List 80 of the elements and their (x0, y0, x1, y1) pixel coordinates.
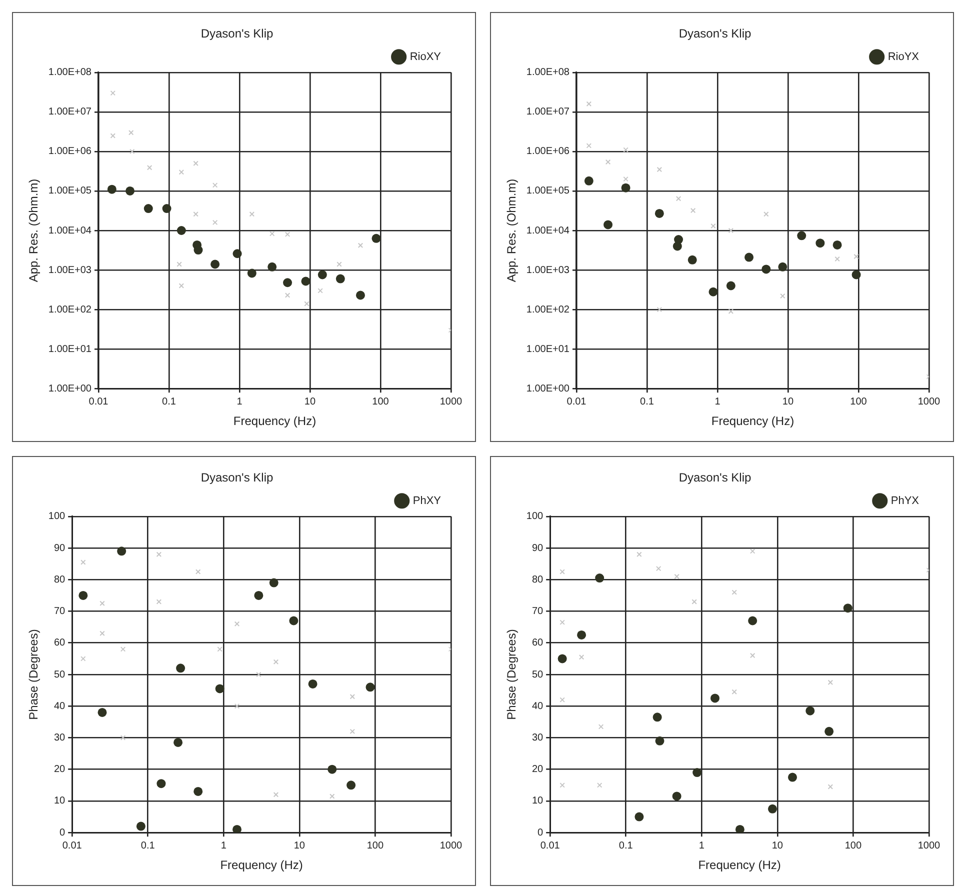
x-tick-label: 0.01 (62, 840, 82, 852)
y-axis-title: Phase (Degrees) (26, 629, 41, 720)
x-tick-label: 10 (772, 840, 784, 852)
x-tick-label: 1000 (440, 396, 463, 408)
y-tick-label: 1.00E+02 (48, 304, 92, 316)
x-tick-label: 1 (220, 840, 227, 852)
y-tick-label: 50 (532, 669, 544, 680)
chart-title: Dyason's Klip (678, 26, 752, 41)
y-tick-label: 30 (532, 732, 544, 744)
y-tick-label: 0 (60, 827, 66, 838)
y-tick-label: 1.00E+01 (526, 344, 570, 355)
y-tick-label: 1.00E+04 (526, 225, 570, 236)
chart-title: Dyason's Klip (200, 26, 274, 41)
legend-label: PhYX (890, 494, 920, 507)
y-tick-label: 1.00E+06 (526, 146, 570, 158)
x-tick-label: 100 (366, 840, 384, 852)
x-tick-label: 1 (714, 396, 721, 408)
y-tick-label: 1.00E+03 (48, 264, 92, 276)
y-tick-label: 10 (532, 796, 544, 807)
y-tick-label: 50 (54, 669, 66, 680)
y-tick-label: 1.00E+00 (526, 383, 570, 394)
y-tick-label: 1.00E+05 (526, 186, 570, 197)
x-tick-label: 0.1 (640, 396, 654, 408)
y-tick-label: 1.00E+04 (48, 225, 92, 236)
y-tick-label: 60 (532, 638, 544, 649)
y-tick-label: 60 (54, 638, 66, 649)
y-tick-label: 100 (526, 511, 544, 522)
y-tick-label: 1.00E+05 (48, 186, 92, 197)
y-tick-label: 10 (54, 796, 66, 807)
x-tick-label: 0.1 (618, 840, 634, 852)
x-tick-label: 100 (372, 396, 390, 408)
y-tick-label: 1.00E+01 (48, 344, 92, 355)
x-tick-label: 1000 (440, 840, 463, 852)
y-tick-label: 1.00E+06 (48, 146, 92, 158)
y-tick-label: 1.00E+07 (526, 106, 570, 118)
legend-label: RioYX (888, 50, 920, 63)
x-tick-label: 0.01 (540, 840, 560, 852)
x-axis-title: Frequency (Hz) (233, 414, 316, 428)
x-tick-label: 100 (850, 396, 868, 408)
x-tick-label: 0.01 (566, 396, 587, 408)
x-tick-label: 0.1 (140, 840, 156, 852)
y-axis-title: App. Res. (Ohm.m) (504, 178, 519, 282)
y-tick-label: 90 (532, 542, 544, 554)
y-axis-title: App. Res. (Ohm.m) (26, 178, 41, 282)
x-axis-title: Frequency (Hz) (698, 858, 781, 872)
x-tick-label: 1 (236, 396, 243, 408)
x-tick-label: 1 (698, 840, 705, 852)
x-axis-title: Frequency (Hz) (220, 858, 303, 872)
y-tick-label: 20 (54, 764, 66, 776)
y-tick-label: 1.00E+03 (526, 264, 570, 276)
x-tick-label: 100 (844, 840, 862, 852)
x-tick-label: 1000 (918, 840, 941, 852)
legend-label: PhXY (412, 494, 442, 507)
y-tick-label: 80 (532, 574, 544, 586)
y-tick-label: 90 (54, 542, 66, 554)
x-tick-label: 0.01 (88, 396, 109, 408)
legend-label: RioXY (410, 50, 442, 63)
x-tick-label: 10 (304, 396, 316, 408)
chart-title: Dyason's Klip (678, 470, 752, 485)
y-tick-label: 70 (54, 606, 66, 618)
x-tick-label: 0.1 (162, 396, 176, 408)
x-axis-title: Frequency (Hz) (711, 414, 794, 428)
chart-title: Dyason's Klip (200, 470, 274, 485)
y-tick-label: 1.00E+08 (526, 67, 570, 78)
y-tick-label: 20 (532, 764, 544, 776)
x-tick-label: 10 (294, 840, 306, 852)
y-tick-label: 1.00E+02 (526, 304, 570, 316)
y-tick-label: 1.00E+08 (48, 67, 92, 78)
y-tick-label: 70 (532, 606, 544, 618)
y-axis-title: Phase (Degrees) (504, 629, 519, 720)
y-tick-label: 80 (54, 574, 66, 586)
y-tick-label: 100 (48, 511, 66, 522)
x-tick-label: 1000 (918, 396, 941, 408)
y-tick-label: 1.00E+00 (48, 383, 92, 394)
y-tick-label: 1.00E+07 (48, 106, 92, 118)
y-tick-label: 40 (532, 700, 544, 712)
y-tick-label: 30 (54, 732, 66, 744)
y-tick-label: 40 (54, 700, 66, 712)
x-tick-label: 10 (782, 396, 794, 408)
y-tick-label: 0 (538, 827, 544, 838)
